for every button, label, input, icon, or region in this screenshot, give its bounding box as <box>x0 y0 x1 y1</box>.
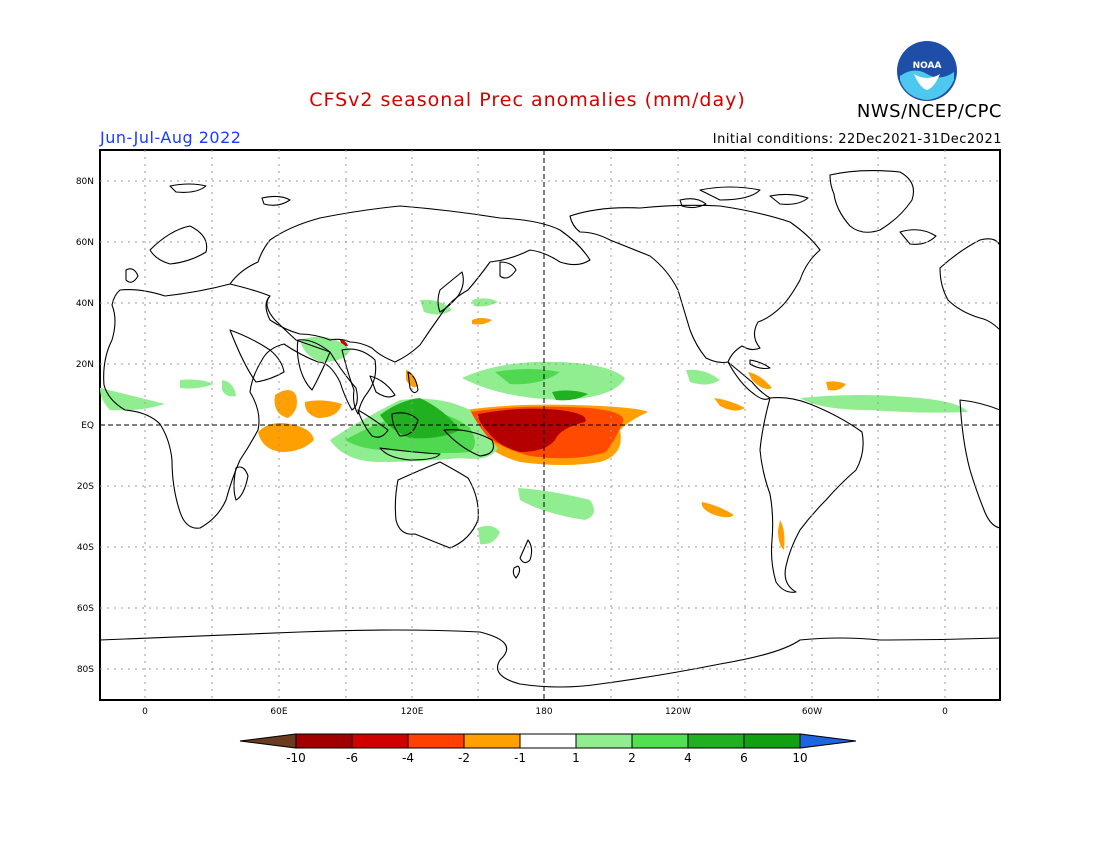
season-label: Jun-Jul-Aug 2022 <box>100 128 242 147</box>
colorbar-label: -2 <box>458 751 470 765</box>
lat-label: 80N <box>76 177 94 187</box>
colorbar-label: -4 <box>402 751 414 765</box>
wet-tropical-atlantic <box>800 395 968 413</box>
colorbar-label: 4 <box>684 751 692 765</box>
colorbar-segment <box>407 733 465 749</box>
colorbar-segment <box>575 733 633 749</box>
dry-india-north <box>340 340 348 347</box>
dry-south-pacific <box>701 502 734 518</box>
colorbar-label: -1 <box>514 751 526 765</box>
dry-indian-ocean-3 <box>304 400 342 418</box>
dry-indian-ocean-1 <box>258 423 314 452</box>
lon-label: 0 <box>942 707 948 717</box>
lon-label: 60E <box>270 707 287 717</box>
noaa-logo-text: NOAA <box>913 61 942 71</box>
lat-label: 40S <box>77 543 94 553</box>
colorbar-label: 2 <box>628 751 636 765</box>
colorbar-segment <box>295 733 353 749</box>
colorbar: -10 -6 -4 -2 -1 1 2 4 6 10 <box>239 733 857 765</box>
wet-africa <box>100 388 165 411</box>
dry-atlantic <box>826 381 846 391</box>
colorbar-segment <box>687 733 745 749</box>
lat-label: 20N <box>76 360 94 370</box>
wet-core-maritime-continent <box>380 398 460 439</box>
wet-south-pacific <box>518 488 594 520</box>
lon-label: 120E <box>401 707 424 717</box>
colorbar-segment <box>351 733 409 749</box>
lat-label: EQ <box>81 421 94 431</box>
dry-northeast-pacific <box>472 318 492 325</box>
agency-label: NWS/NCEP/CPC <box>856 101 1002 122</box>
anomaly-fields <box>100 298 968 550</box>
colorbar-segment <box>743 733 801 749</box>
longitude-labels: 0 60E 120E 180 120W 60W 0 <box>142 707 948 717</box>
colorbar-arrow-high <box>799 733 857 749</box>
wet-arabian-sea <box>180 379 214 389</box>
lon-label: 120W <box>665 707 691 717</box>
colorbar-label: -6 <box>346 751 358 765</box>
coastlines <box>99 170 1001 688</box>
colorbar-segment <box>463 733 521 749</box>
colorbar-label: 6 <box>740 751 748 765</box>
chart-title: CFSv2 seasonal Prec anomalies (mm/day) <box>309 89 746 111</box>
wet-strong-north-pacific <box>495 369 560 385</box>
wet-caribbean <box>686 369 720 385</box>
colorbar-segment <box>519 733 577 749</box>
lat-label: 80S <box>77 665 94 675</box>
lat-label: 20S <box>77 482 94 492</box>
latitude-labels: 80N 60N 40N 20N EQ 20S 40S 60S 80S <box>76 177 94 675</box>
lon-label: 0 <box>142 707 148 717</box>
colorbar-label: 1 <box>572 751 580 765</box>
colorbar-label: -10 <box>286 751 306 765</box>
wet-new-zealand <box>478 525 500 545</box>
dry-central-america <box>748 372 772 389</box>
colorbar-arrow-low <box>239 733 297 749</box>
wet-strong-north-pacific-2 <box>552 390 588 401</box>
wet-bay-of-bengal <box>300 336 350 362</box>
colorbar-segment <box>631 733 689 749</box>
dry-indian-ocean-2 <box>274 390 297 418</box>
noaa-logo: NOAA <box>897 41 957 101</box>
lat-label: 60S <box>77 604 94 614</box>
wet-africa-east <box>222 380 236 397</box>
dry-atlantic-2 <box>714 398 745 411</box>
dry-argentina <box>778 520 785 550</box>
colorbar-label: 10 <box>792 751 807 765</box>
initial-conditions-label: Initial conditions: 22Dec2021-31Dec2021 <box>712 132 1002 147</box>
lon-label: 60W <box>802 707 822 717</box>
lon-label: 180 <box>535 707 552 717</box>
lat-label: 60N <box>76 238 94 248</box>
dry-strong-pacific <box>478 408 586 452</box>
lat-label: 40N <box>76 299 94 309</box>
